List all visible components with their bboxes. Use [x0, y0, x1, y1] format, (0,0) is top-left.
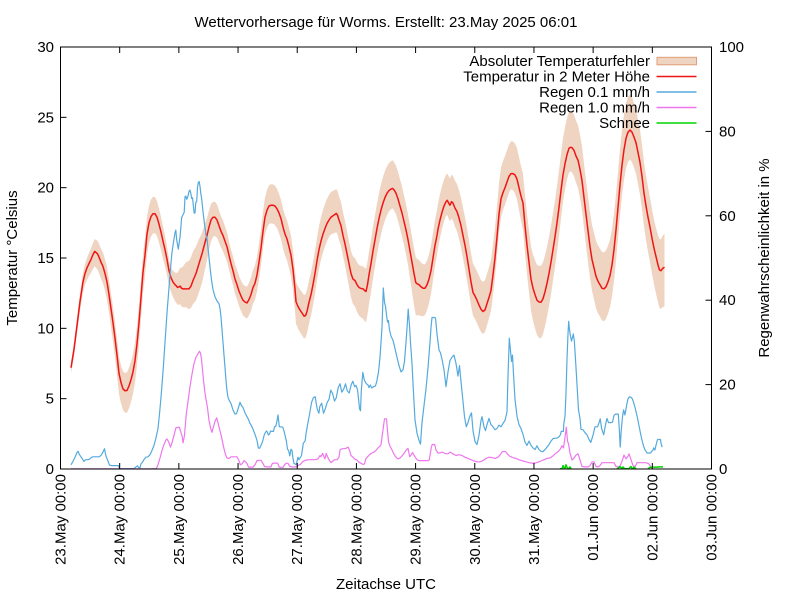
svg-text:31.May 00:00: 31.May 00:00 [526, 474, 543, 565]
svg-text:Schnee: Schnee [599, 115, 650, 132]
svg-text:27.May 00:00: 27.May 00:00 [289, 474, 306, 565]
svg-text:30: 30 [37, 39, 54, 56]
svg-text:01.Jun 00:00: 01.Jun 00:00 [585, 474, 602, 561]
svg-text:40: 40 [719, 292, 736, 309]
svg-text:25.May 00:00: 25.May 00:00 [171, 474, 188, 565]
svg-text:26.May 00:00: 26.May 00:00 [230, 474, 247, 565]
svg-text:0: 0 [46, 461, 54, 478]
svg-text:60: 60 [719, 208, 736, 225]
svg-text:80: 80 [719, 123, 736, 140]
svg-text:Temperatur in 2 Meter Höhe: Temperatur in 2 Meter Höhe [463, 69, 650, 86]
svg-text:Temperatur °Celsius: Temperatur °Celsius [4, 190, 21, 325]
svg-text:Regen 1.0 mm/h: Regen 1.0 mm/h [539, 100, 650, 117]
svg-text:Regenwahrscheinlichkeit in %: Regenwahrscheinlichkeit in % [756, 158, 773, 357]
svg-text:100: 100 [719, 39, 744, 56]
svg-text:02.Jun 00:00: 02.Jun 00:00 [644, 474, 661, 561]
svg-text:28.May 00:00: 28.May 00:00 [348, 474, 365, 565]
svg-text:Absoluter Temperaturfehler: Absoluter Temperaturfehler [469, 53, 650, 70]
svg-text:Regen 0.1 mm/h: Regen 0.1 mm/h [539, 84, 650, 101]
svg-text:20: 20 [719, 377, 736, 394]
svg-text:03.Jun 00:00: 03.Jun 00:00 [704, 474, 721, 561]
svg-text:Wettervorhersage für Worms. Er: Wettervorhersage für Worms. Erstellt: 23… [195, 14, 578, 31]
svg-text:29.May 00:00: 29.May 00:00 [408, 474, 425, 565]
svg-text:20: 20 [37, 180, 54, 197]
svg-text:23.May 00:00: 23.May 00:00 [53, 474, 70, 565]
svg-text:0: 0 [719, 461, 727, 478]
svg-text:24.May 00:00: 24.May 00:00 [112, 474, 129, 565]
svg-text:Zeitachse UTC: Zeitachse UTC [336, 576, 436, 593]
svg-text:30.May 00:00: 30.May 00:00 [467, 474, 484, 565]
svg-text:25: 25 [37, 109, 54, 126]
svg-text:5: 5 [46, 391, 54, 408]
svg-text:15: 15 [37, 250, 54, 267]
svg-text:10: 10 [37, 320, 54, 337]
